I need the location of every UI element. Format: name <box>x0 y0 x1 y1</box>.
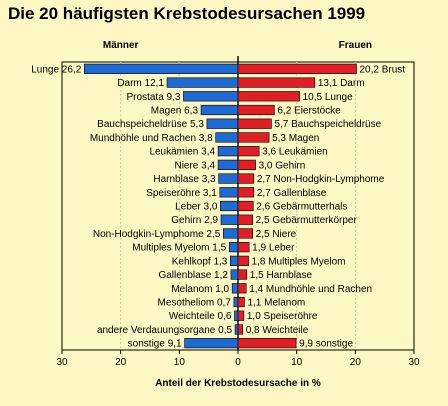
x-tick-label: 30 <box>56 357 68 368</box>
bar-frauen-leukaemien <box>237 146 260 157</box>
bar-frauen-gebaermutterkoerper <box>237 214 253 225</box>
x-axis-label: Anteil der Krebstodesursache in % <box>155 378 321 389</box>
label-frauen-gallenblase: 2,7 Gallenblase <box>257 188 327 199</box>
bar-maenner-melanom <box>231 283 239 294</box>
label-frauen-multiples-myelom: 1,8 Multiples Myelom <box>252 256 346 267</box>
label-frauen-gehirn: 3,0 Gehirn <box>259 160 306 171</box>
x-tick-label: 10 <box>174 357 186 368</box>
label-frauen-speiseroehre: 1,0 Speiseröhre <box>247 311 318 322</box>
label-maenner-mundhoehle-und-rachen: Mundhöhle und Rachen 3,8 <box>90 133 213 144</box>
label-frauen-harnblase: 1,5 Harnblase <box>250 270 313 281</box>
bar-frauen-lunge <box>237 91 300 102</box>
bar-frauen-niere <box>237 228 253 239</box>
label-maenner-multiples-myelom: Multiples Myelom 1,5 <box>132 243 226 254</box>
label-frauen-darm: 13,1 Darm <box>318 78 365 89</box>
x-tick-label: 0 <box>235 357 241 368</box>
label-maenner-weichteile: Weichteile 0,6 <box>169 311 232 322</box>
label-frauen-eierstoecke: 6,2 Eierstöcke <box>277 106 341 117</box>
label-maenner-bauchspeicheldruese: Bauchspeicheldrüse 5,3 <box>97 119 204 130</box>
bar-frauen-gebaermutterhals <box>237 200 254 212</box>
bar-maenner-sonstige <box>184 338 239 349</box>
bar-frauen-melanom <box>237 296 245 308</box>
label-frauen-non-hodgkin-lymphome: 2,7 Non-Hodgkin-Lymphome <box>257 174 385 185</box>
bar-maenner-leukaemien <box>217 146 239 157</box>
bar-maenner-harnblase <box>218 173 239 184</box>
label-maenner-non-hodgkin-lymphome: Non-Hodgkin-Lymphome 2,5 <box>93 229 221 240</box>
bar-maenner-kehlkopf <box>230 255 239 266</box>
label-maenner-gehirn: Gehirn 2,9 <box>171 215 218 226</box>
label-maenner-gallenblase: Gallenblase 1,2 <box>158 270 228 281</box>
bar-maenner-leber <box>220 200 239 212</box>
label-maenner-andere-verdauungsorgane: andere Verdauungsorgane 0,5 <box>97 325 233 336</box>
bar-frauen-sonstige <box>237 338 297 349</box>
bar-maenner-gehirn <box>220 214 239 225</box>
label-maenner-lunge: Lunge 26,2 <box>31 64 81 75</box>
bar-frauen-multiples-myelom <box>237 255 249 266</box>
label-frauen-brust: 20,2 Brust <box>360 64 406 75</box>
bar-maenner-weichteile <box>234 310 239 321</box>
label-frauen-melanom: 1,1 Melanom <box>247 298 305 309</box>
label-frauen-mundhoehle-und-rachen: 1,4 Mundhöhle und Rachen <box>249 284 372 295</box>
bar-frauen-leber <box>237 242 250 253</box>
bar-frauen-bauchspeicheldruese <box>237 118 272 129</box>
bar-frauen-harnblase <box>237 269 248 280</box>
x-tick-label: 20 <box>350 357 362 368</box>
chart-title: Die 20 häufigsten Krebstodesursachen 199… <box>8 4 366 23</box>
label-frauen-lunge: 10,5 Lunge <box>303 92 353 103</box>
label-frauen-leber: 1,9 Leber <box>252 243 295 254</box>
bar-frauen-magen <box>237 132 270 143</box>
label-maenner-sonstige: sonstige 9,1 <box>128 339 182 350</box>
bar-maenner-andere-verdauungsorgane <box>234 324 239 335</box>
label-maenner-darm: Darm 12,1 <box>117 78 164 89</box>
bar-frauen-brust <box>237 63 357 74</box>
bar-maenner-mundhoehle-und-rachen <box>215 132 239 143</box>
bar-maenner-lunge <box>83 63 239 74</box>
bar-maenner-speiseroehre <box>219 187 239 198</box>
label-frauen-weichteile: 0,8 Weichteile <box>246 325 309 336</box>
label-frauen-leukaemien: 3,6 Leukämien <box>262 147 328 158</box>
bar-maenner-prostata <box>183 91 239 102</box>
label-maenner-prostata: Prostata 9,3 <box>127 92 181 103</box>
label-frauen-sonstige: 9,9 sonstige <box>299 339 353 350</box>
x-tick-label: 20 <box>115 357 127 368</box>
x-tick-label: 30 <box>408 357 420 368</box>
bar-maenner-gallenblase <box>230 269 239 280</box>
label-maenner-niere: Niere 3,4 <box>174 160 215 171</box>
bar-maenner-niere <box>217 159 239 170</box>
bar-frauen-non-hodgkin-lymphome <box>237 173 255 184</box>
bar-maenner-darm <box>166 77 239 88</box>
bar-frauen-eierstoecke <box>237 104 275 116</box>
label-frauen-gebaermutterkoerper: 2,5 Gebärmutterkörper <box>256 215 358 226</box>
bar-maenner-bauchspeicheldruese <box>206 118 239 129</box>
label-maenner-magen: Magen 6,3 <box>151 106 199 117</box>
bar-frauen-mundhoehle-und-rachen <box>237 283 247 294</box>
label-maenner-speiseroehre: Speiseröhre 3,1 <box>146 188 217 199</box>
label-maenner-leber: Leber 3,0 <box>175 202 218 213</box>
label-maenner-melanom: Melanom 1,0 <box>171 284 229 295</box>
label-maenner-mesotheliom: Mesotheliom 0,7 <box>158 298 232 309</box>
label-frauen-magen: 5,3 Magen <box>272 133 319 144</box>
x-tick-label: 10 <box>291 357 303 368</box>
legend-maenner: Männer <box>103 40 139 51</box>
label-maenner-kehlkopf: Kehlkopf 1,3 <box>172 256 228 267</box>
bar-maenner-mesotheliom <box>233 296 239 308</box>
bar-frauen-gehirn <box>237 159 256 170</box>
bar-frauen-speiseroehre <box>237 310 245 321</box>
bar-frauen-darm <box>237 77 316 88</box>
label-maenner-harnblase: Harnblase 3,3 <box>153 174 216 185</box>
bar-frauen-gallenblase <box>237 187 255 198</box>
label-frauen-niere: 2,5 Niere <box>256 229 297 240</box>
label-frauen-bauchspeicheldruese: 5,7 Bauchspeicheldrüse <box>274 119 381 130</box>
bar-maenner-multiples-myelom <box>228 242 239 253</box>
bar-frauen-weichteile <box>237 324 243 335</box>
legend-frauen: Frauen <box>339 40 372 51</box>
label-maenner-leukaemien: Leukämien 3,4 <box>149 147 215 158</box>
bar-maenner-magen <box>200 104 239 116</box>
label-frauen-gebaermutterhals: 2,6 Gebärmutterhals <box>256 202 347 213</box>
bar-maenner-non-hodgkin-lymphome <box>223 228 239 239</box>
